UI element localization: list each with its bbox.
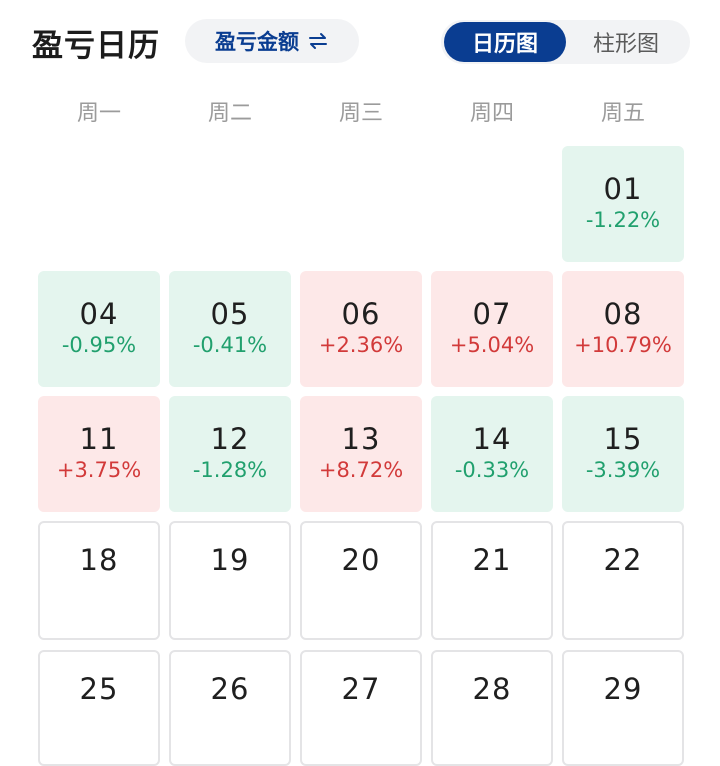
calendar-day-percent-change: -1.22% [585,208,661,232]
calendar-day-number: 11 [79,422,119,456]
calendar-day-cell[interactable]: 27 [300,650,422,766]
calendar-day-percent-change: -0.33% [454,458,530,482]
calendar-day-cell[interactable]: 12 -1.28% [169,396,291,512]
calendar-day-cell[interactable]: 13 +8.72% [300,396,422,512]
calendar-day-percent-change: +3.75% [56,458,142,482]
weekday-friday: 周五 [600,101,645,126]
calendar-day-number: 13 [341,422,381,456]
view-switch: 日历图 柱形图 [441,20,690,64]
weekday-monday: 周一 [76,101,121,126]
calendar-header: 盈亏日历 盈亏金额 日历图 柱形图 [0,0,720,84]
calendar-day-number: 19 [210,543,250,577]
weekday-wednesday: 周三 [338,101,383,126]
calendar-day-cell[interactable]: 25 [38,650,160,766]
calendar-day-cell[interactable]: 29 [562,650,684,766]
calendar-day-number: 06 [341,297,381,331]
calendar-day-percent-change: +8.72% [318,458,404,482]
weekday-tuesday: 周二 [207,101,252,126]
calendar-day-cell[interactable]: 08 +10.79% [562,271,684,387]
calendar-day-number: 21 [472,543,512,577]
calendar-day-cell[interactable]: 22 [562,521,684,640]
weekday-thursday: 周四 [469,101,514,126]
calendar-day-cell[interactable]: 18 [38,521,160,640]
calendar-day-number: 14 [472,422,512,456]
calendar-day-cell[interactable]: 21 [431,521,553,640]
calendar-day-cell[interactable]: 06 +2.36% [300,271,422,387]
calendar-day-cell[interactable]: 26 [169,650,291,766]
tab-bar-chart-view[interactable]: 柱形图 [592,32,659,57]
calendar-day-number: 26 [210,672,250,706]
calendar-day-percent-change: -0.41% [192,333,268,357]
calendar-day-number: 04 [79,297,119,331]
calendar-day-cell[interactable]: 01 -1.22% [562,146,684,262]
calendar-day-number: 28 [472,672,512,706]
calendar-day-cell[interactable]: 20 [300,521,422,640]
calendar-day-number: 08 [603,297,643,331]
calendar-day-number: 15 [603,422,643,456]
calendar-day-percent-change: -3.39% [585,458,661,482]
calendar-day-cell[interactable]: 04 -0.95% [38,271,160,387]
calendar-day-number: 18 [79,543,119,577]
calendar-day-cell[interactable]: 11 +3.75% [38,396,160,512]
calendar-day-cell[interactable]: 07 +5.04% [431,271,553,387]
calendar-day-number: 29 [603,672,643,706]
pnl-mode-toggle-label: 盈亏金额 [215,30,299,54]
calendar-day-cell[interactable]: 15 -3.39% [562,396,684,512]
calendar-day-percent-change: +10.79% [574,333,672,357]
page-title: 盈亏日历 [32,28,160,64]
calendar-day-percent-change: +2.36% [318,333,404,357]
calendar-day-percent-change: +5.04% [449,333,535,357]
calendar-day-percent-change: -1.28% [192,458,268,482]
calendar-day-number: 05 [210,297,250,331]
calendar-day-number: 12 [210,422,250,456]
calendar-day-number: 27 [341,672,381,706]
swap-arrows-icon [307,30,329,52]
calendar-day-number: 01 [603,172,643,206]
calendar-day-cell[interactable]: 14 -0.33% [431,396,553,512]
calendar-day-cell[interactable]: 19 [169,521,291,640]
calendar-day-cell[interactable]: 05 -0.41% [169,271,291,387]
calendar-day-percent-change: -0.95% [61,333,137,357]
tab-calendar-view[interactable]: 日历图 [444,22,566,62]
calendar-day-number: 25 [79,672,119,706]
pnl-mode-toggle-button[interactable]: 盈亏金额 [185,19,359,63]
calendar-day-number: 22 [603,543,643,577]
calendar-day-number: 20 [341,543,381,577]
weekday-header-row: 周一 周二 周三 周四 周五 [32,95,688,129]
calendar-day-cell[interactable]: 28 [431,650,553,766]
calendar-day-number: 07 [472,297,512,331]
